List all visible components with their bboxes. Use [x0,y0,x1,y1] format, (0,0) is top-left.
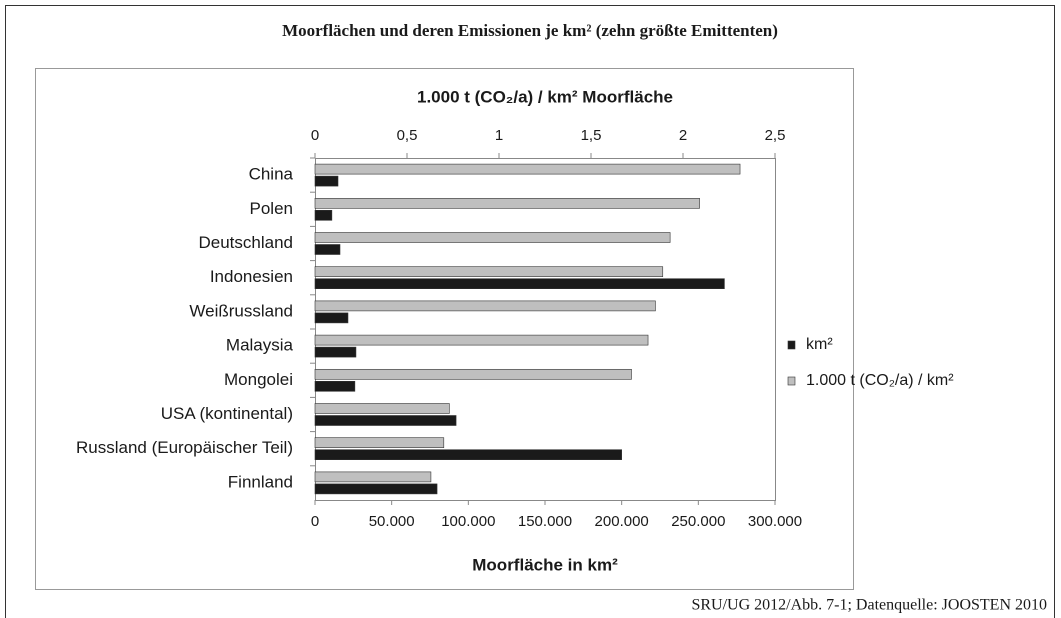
bar [314,198,700,209]
legend-label: km² [806,336,833,353]
bar [314,244,341,255]
bar [314,483,438,495]
x-axis-label: Moorfläche in km² [472,555,618,574]
footer: SRU/UG 2012/Abb. 7-1; Datenquelle: JOOST… [691,597,1047,614]
category-label: Indonesien [210,267,293,286]
x2-tick-label: 1 [495,127,503,144]
x2-tick-label: 0,5 [397,127,418,144]
bar [314,368,632,380]
bar [314,415,457,426]
legend-label: 1.000 t (CO₂/a) / km² [806,372,954,389]
x-tick-label: 100.000 [441,513,495,530]
legend-swatch [787,376,796,386]
bar [314,334,649,346]
bar [314,312,349,324]
category-label: China [249,165,294,184]
bar [314,449,622,461]
bar [314,232,671,243]
category-label: Weißrussland [189,301,293,320]
x-tick-label: 250.000 [671,513,725,530]
plot-area [315,158,776,501]
category-label: USA (kontinental) [161,404,293,423]
x-tick-label: 300.000 [748,513,802,530]
outer-frame [5,5,1055,618]
chart-title: Moorflächen und deren Emissionen je km² … [282,21,778,40]
chart-frame [35,68,854,590]
x2-tick-label: 0 [311,127,319,144]
bar [314,163,741,175]
x2-tick-label: 1,5 [581,127,602,144]
category-label: Russland (Europäischer Teil) [76,438,293,457]
bar [314,175,339,187]
bar [314,403,450,414]
category-label: Polen [250,199,293,218]
bar [314,471,432,483]
bar [314,210,333,221]
legend-swatch [787,340,796,350]
x2-axis-label: 1.000 t (CO₂/a) / km² Moorfläche [417,87,673,106]
x-tick-label: 200.000 [595,513,649,530]
x2-tick-label: 2,5 [765,127,786,144]
x-tick-label: 0 [311,513,319,530]
category-label: Malaysia [226,336,294,355]
bar [314,300,656,312]
bar [314,266,664,278]
x-tick-label: 50.000 [369,513,415,530]
category-label: Mongolei [224,370,293,389]
bar [314,278,725,290]
x2-tick-label: 2 [679,127,687,144]
bar [314,437,445,449]
bar [314,346,357,358]
bar [314,380,356,392]
x-tick-label: 150.000 [518,513,572,530]
category-label: Deutschland [198,233,293,252]
category-label: Finnland [228,472,293,491]
